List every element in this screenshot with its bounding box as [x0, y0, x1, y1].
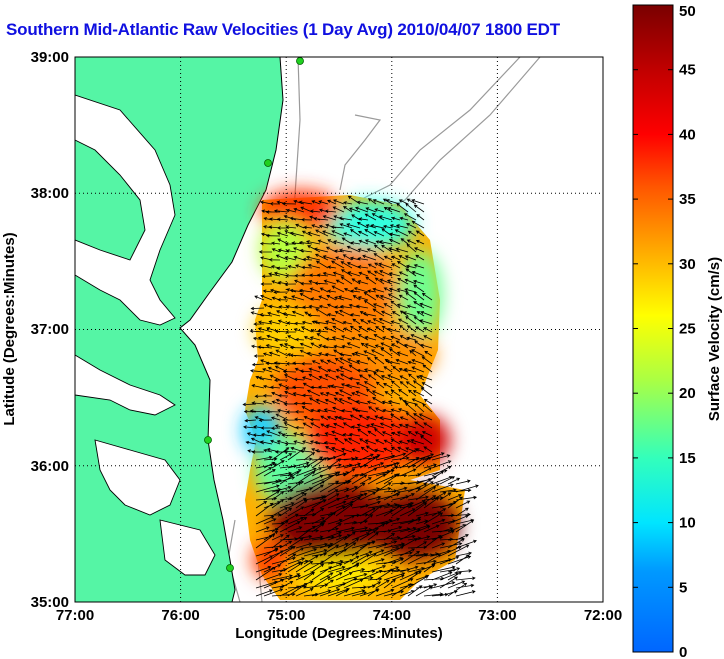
velocity-color-field — [242, 190, 465, 600]
colorbar-label: Surface Velocity (cm/s) — [706, 257, 723, 421]
colorbar-ticks: 0 5 10 15 20 25 30 35 40 45 50 — [633, 3, 696, 659]
colorbar — [632, 4, 674, 653]
colorbar-tick-label: 0 — [679, 644, 687, 659]
colorbar-tick-label: 25 — [679, 321, 696, 338]
colorbar-tick-label: 50 — [679, 3, 696, 20]
colorbar-tick-label: 30 — [679, 256, 696, 273]
lat-tick-label: 39:00 — [31, 49, 69, 66]
longitude-tick-labels: 77:00 76:00 75:00 74:00 73:00 72:00 — [56, 607, 622, 624]
lon-tick-label: 75:00 — [267, 607, 305, 624]
colorbar-tick-label: 20 — [679, 385, 696, 402]
vector-arrows-path — [242, 195, 479, 597]
colorbar-tick-label: 10 — [679, 515, 696, 532]
station-marker — [226, 564, 234, 572]
lon-tick-label: 77:00 — [56, 607, 94, 624]
lat-tick-label: 35:00 — [31, 594, 69, 611]
colorbar-tick-label: 40 — [679, 126, 696, 143]
lon-tick-label: 72:00 — [584, 607, 622, 624]
lat-tick-label: 37:00 — [31, 321, 69, 338]
x-axis-label: Longitude (Degrees:Minutes) — [235, 625, 443, 642]
station-marker — [264, 159, 272, 167]
grid-lines — [75, 57, 603, 602]
y-axis-label: Latitude (Degrees:Minutes) — [1, 232, 18, 425]
station-marker — [296, 57, 304, 65]
radar-stations — [204, 57, 304, 572]
colorbar-tick-label: 5 — [679, 579, 687, 596]
colorbar-tick-label: 35 — [679, 191, 696, 208]
station-marker — [204, 436, 212, 444]
bays — [75, 94, 216, 576]
lon-tick-label: 76:00 — [161, 607, 199, 624]
velocity-vectors — [242, 195, 479, 597]
lon-tick-label: 74:00 — [373, 607, 411, 624]
lat-tick-label: 36:00 — [31, 458, 69, 475]
lon-tick-label: 73:00 — [478, 607, 516, 624]
latitude-tick-labels: 39:00 38:00 37:00 36:00 35:00 — [31, 49, 69, 611]
colorbar-tick-label: 15 — [679, 450, 696, 467]
colorbar-tick-label: 45 — [679, 62, 696, 79]
lat-tick-label: 38:00 — [31, 185, 69, 202]
map-title: Southern Mid-Atlantic Raw Velocities (1 … — [6, 20, 560, 39]
plot-frame — [74, 56, 604, 603]
